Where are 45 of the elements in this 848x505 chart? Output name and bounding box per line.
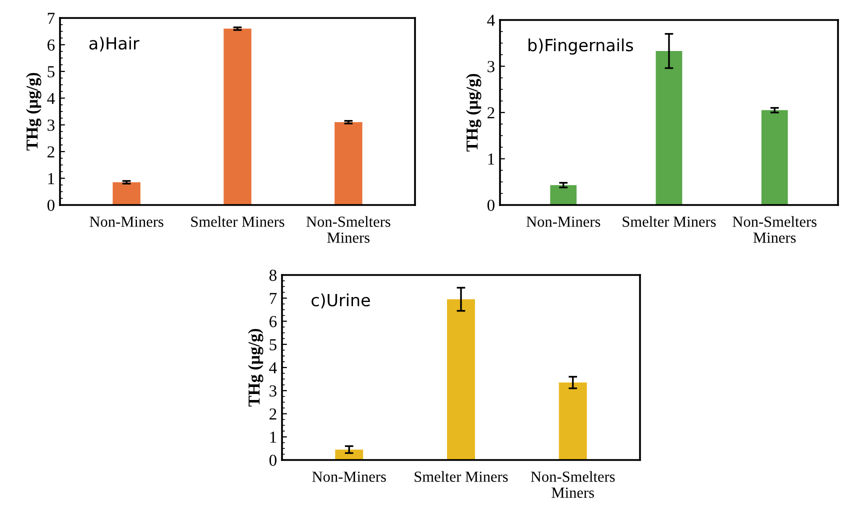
x-tick-label: Smelter Miners [191,216,284,227]
bar [550,185,577,205]
x-tick-label: Non-Miners [312,472,386,482]
y-tick-label: 3 [488,60,494,72]
y-tick-label: 3 [48,120,54,131]
y-axis-title: THg (µg/g) [466,74,482,152]
y-tick-label: 6 [48,39,55,51]
bar [761,110,788,205]
y-tick-label: 4 [47,92,55,104]
bar [224,28,252,205]
bar [334,122,362,205]
y-tick-label: 1 [488,154,494,165]
y-tick-label: 0 [269,454,277,466]
x-tick-label: Smelter Miners [622,216,716,227]
annotation: b)Fingernails [528,38,633,55]
y-tick-label: 1 [270,432,276,443]
y-tick-label: 7 [270,292,277,304]
y-tick-label: 0 [487,200,495,211]
x-tick-label: Smelter Miners [414,471,508,482]
bar [656,50,682,205]
y-tick-label: 6 [270,316,277,328]
y-tick-label: 8 [269,270,277,281]
y-tick-label: 7 [48,12,55,24]
annotation: c)Urine [312,294,370,308]
y-tick-label: 4 [269,362,277,374]
y-axis-title: THg (µg/g) [26,72,42,151]
x-tick-label: Non-Smelters Miners [732,216,817,243]
x-tick-label: Non-Miners [90,216,164,227]
y-axis-title: THg (µg/g) [248,328,264,407]
y-tick-label: 1 [48,173,54,184]
annotation: a)Hair [89,36,140,52]
y-tick-label: 2 [48,146,54,158]
x-tick-label: Non-Smelters Miners [530,471,615,498]
bar [558,382,587,460]
y-tick-label: 2 [270,408,276,420]
bar [447,299,475,460]
x-tick-label: Non-Miners [526,216,600,227]
y-tick-label: 3 [270,385,276,397]
y-tick-label: 5 [270,339,276,350]
y-tick-label: 0 [47,200,55,211]
bar [112,182,140,205]
y-tick-label: 5 [48,66,54,78]
y-tick-label: 4 [487,14,495,26]
y-tick-label: 2 [488,107,494,118]
x-tick-label: Non-Smelters Miners [306,216,390,243]
